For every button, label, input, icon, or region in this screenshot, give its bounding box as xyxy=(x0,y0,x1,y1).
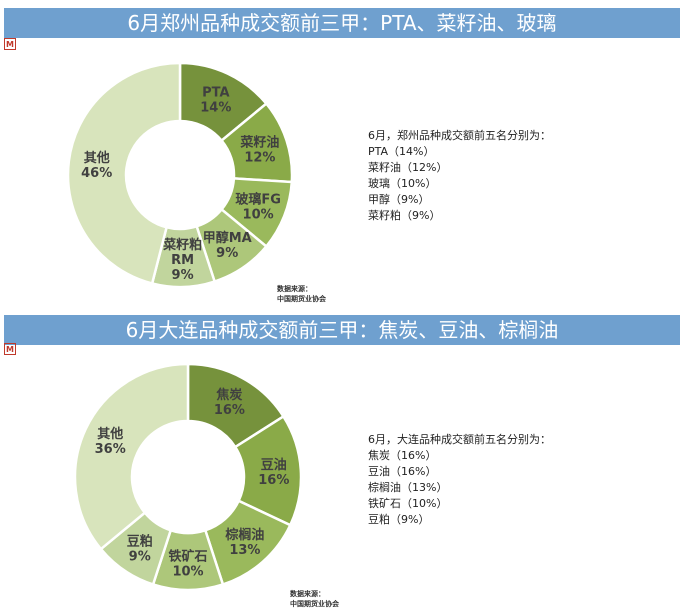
slice-value-label: 14% xyxy=(200,101,231,116)
chart-2-notes: 6月，大连品种成交额前五名分别为： 焦炭（16%） 豆油（16%） 棕榈油（13… xyxy=(368,432,551,528)
notes-heading: 6月，大连品种成交额前五名分别为： xyxy=(368,433,551,446)
chart-2-source: 数据来源： 中国期货业协会 xyxy=(290,589,339,609)
slice-value-label: 10% xyxy=(172,565,203,580)
slice-name-label: 甲醇MA xyxy=(203,230,252,246)
slice-label: 甲醇MA 9% xyxy=(203,230,252,261)
slice-name-label: PTA xyxy=(202,86,229,101)
notes-line: 豆油（16%） xyxy=(368,465,437,478)
source-label: 数据来源： xyxy=(277,285,312,293)
slice-name-label: 豆油 xyxy=(261,457,287,473)
notes-line: 棕榈油（13%） xyxy=(368,481,448,494)
slice-name-label: 铁矿石 xyxy=(167,549,207,565)
notes-line: 焦炭（16%） xyxy=(368,449,437,462)
slice-name-label: 棕榈油 xyxy=(224,527,264,543)
notes-line: 甲醇（9%） xyxy=(368,193,430,206)
notes-line: PTA（14%） xyxy=(368,145,435,158)
chart-2-banner: 6月大连品种成交额前三甲：焦炭、豆油、棕榈油 xyxy=(4,315,680,345)
notes-line: 豆粕（9%） xyxy=(368,513,430,526)
slice-value-label: 12% xyxy=(244,151,275,166)
slice-label: PTA 14% xyxy=(200,86,231,116)
slice-label: 豆油 16% xyxy=(258,457,289,488)
slice-label: 铁矿石 10% xyxy=(167,549,207,580)
notes-heading: 6月，郑州品种成交额前五名分别为： xyxy=(368,129,551,142)
slice-name-label: 其他 xyxy=(97,426,123,442)
slice-value-label: 46% xyxy=(81,166,112,181)
notes-line: 玻璃（10%） xyxy=(368,177,437,190)
source-label: 数据来源： xyxy=(290,590,325,598)
slice-name-label: 玻璃FG xyxy=(235,191,281,207)
slice-label: 菜籽油 12% xyxy=(239,135,279,166)
slice-label: 其他 46% xyxy=(81,150,112,181)
slice-name-label: 其他 xyxy=(84,150,110,166)
slice-name-label: 菜籽粕 xyxy=(162,237,202,253)
donut-slice xyxy=(66,61,182,286)
chart-1-source: 数据来源： 中国期货业协会 xyxy=(277,284,326,304)
slice-value-label: 16% xyxy=(214,403,245,418)
slice-name-label: 豆粕 xyxy=(127,534,153,550)
slice-value-label: 9% xyxy=(172,268,194,283)
slice-label: 菜籽粕 RM 9% xyxy=(162,237,202,283)
slice-name-label: 菜籽油 xyxy=(239,135,279,151)
notes-line: 菜籽粕（9%） xyxy=(368,209,441,222)
slice-value-label: 10% xyxy=(243,207,274,222)
notes-line: 铁矿石（10%） xyxy=(368,497,448,510)
slice-label: 棕榈油 13% xyxy=(224,527,264,558)
slice-value-label: 9% xyxy=(129,550,151,565)
watermark-icon: M xyxy=(4,343,16,355)
chart-1-banner: 6月郑州品种成交额前三甲：PTA、菜籽油、玻璃 xyxy=(4,8,680,38)
donut-chart-dalian: 焦炭 16%豆油 16%棕榈油 13%铁矿石 10%豆粕 9%其他 36% xyxy=(73,362,303,592)
slice-label: 焦炭 16% xyxy=(214,387,245,418)
slice-value-label: 16% xyxy=(258,473,289,488)
notes-line: 菜籽油（12%） xyxy=(368,161,448,174)
donut-slice xyxy=(73,362,190,551)
slice-name-label: 焦炭 xyxy=(215,387,242,403)
slice-label: 玻璃FG 10% xyxy=(235,191,281,222)
watermark-icon: M xyxy=(4,38,16,50)
chart-1-notes: 6月，郑州品种成交额前五名分别为： PTA（14%） 菜籽油（12%） 玻璃（1… xyxy=(368,128,551,224)
slice-value-label: 36% xyxy=(95,442,126,457)
slice-value-label: 13% xyxy=(229,543,260,558)
slice-label: 其他 36% xyxy=(95,426,126,457)
slice-label: 豆粕 9% xyxy=(127,534,153,565)
source-name: 中国期货业协会 xyxy=(290,600,339,608)
slice-value-label: 9% xyxy=(216,246,238,261)
slice-name-label: RM xyxy=(171,253,194,268)
source-name: 中国期货业协会 xyxy=(277,295,326,303)
donut-chart-zhengzhou: PTA 14%菜籽油 12%玻璃FG 10%甲醇MA 9%菜籽粕 RM 9%其他 46% xyxy=(66,61,294,289)
